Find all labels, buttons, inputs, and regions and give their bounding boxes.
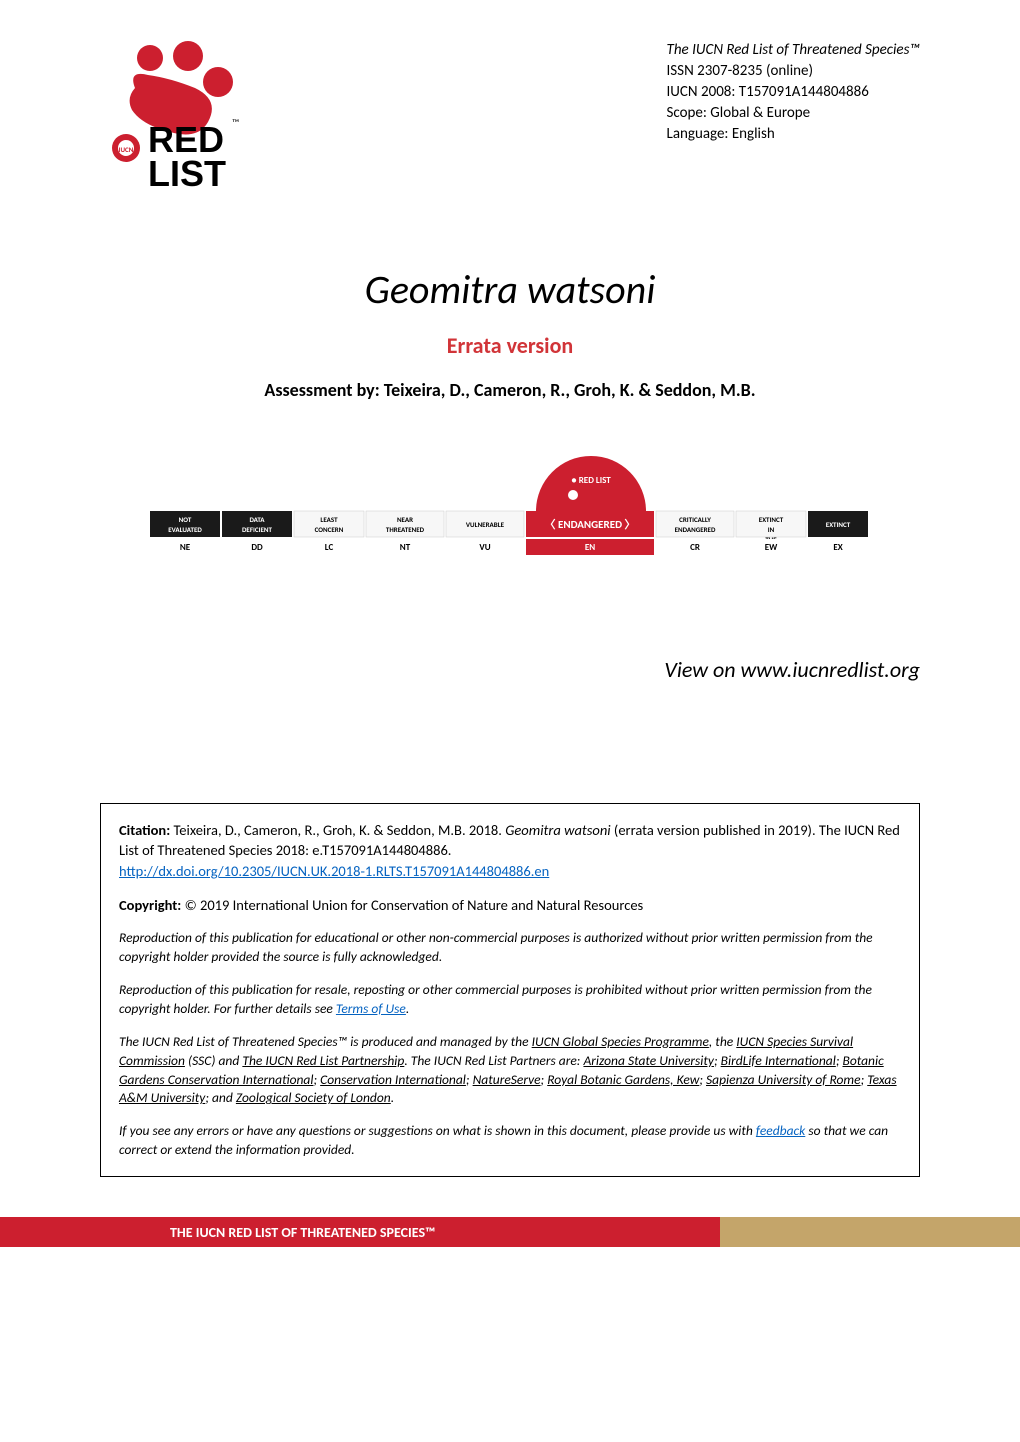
copyright-paragraph: Copyright: © 2019 International Union fo… (119, 895, 901, 915)
svg-text:LEAST: LEAST (320, 515, 338, 524)
svg-text:EN: EN (585, 542, 595, 553)
title-block: Geomitra watsoni Errata version Assessme… (100, 265, 920, 401)
svg-text:EXTINCT: EXTINCT (826, 520, 851, 529)
header: IUCN RED LIST ™ The IUCN Red List of Thr… (100, 40, 920, 195)
header-scope: Scope: Global & Europe (667, 103, 920, 124)
errata-label: Errata version (100, 332, 920, 359)
svg-text:ENDANGERED: ENDANGERED (675, 525, 716, 534)
svg-text:NEAR: NEAR (397, 515, 413, 524)
svg-text:DD: DD (251, 542, 263, 553)
svg-text:EW: EW (765, 542, 778, 553)
link-ci[interactable]: Conservation International (320, 1071, 466, 1088)
svg-text:LC: LC (325, 542, 334, 553)
link-partnership[interactable]: The IUCN Red List Partnership (242, 1052, 404, 1069)
view-on-site-link[interactable]: View on www.iucnredlist.org (100, 656, 920, 683)
svg-text:VU: VU (479, 542, 490, 553)
header-metadata: The IUCN Red List of Threatened Species™… (667, 40, 920, 145)
footer-bar: THE IUCN RED LIST OF THREATENED SPECIES™ (0, 1217, 1020, 1247)
citation-box: Citation: Teixeira, D., Cameron, R., Gro… (100, 803, 920, 1177)
svg-text:NE: NE (180, 542, 191, 553)
p-c: (SSC) and (185, 1052, 242, 1069)
svg-text:NT: NT (400, 542, 411, 553)
svg-text:DEFICIENT: DEFICIENT (242, 525, 273, 534)
reproduction-noncommercial: Reproduction of this publication for edu… (119, 929, 901, 967)
assessment-authors: Assessment by: Teixeira, D., Cameron, R.… (100, 379, 920, 401)
p-e: ; and (205, 1089, 236, 1106)
citation-species: Geomitra watsoni (505, 821, 610, 839)
link-kew[interactable]: Royal Botanic Gardens, Kew (547, 1071, 699, 1088)
link-asu[interactable]: Arizona State University (583, 1052, 714, 1069)
svg-text:● RED LIST: ● RED LIST (571, 475, 611, 486)
terms-of-use-link[interactable]: Terms of Use (336, 1000, 406, 1017)
repro2-b: . (406, 1000, 409, 1017)
svg-text:CR: CR (690, 542, 700, 553)
header-language: Language: English (667, 124, 920, 145)
iucn-red-list-logo: IUCN RED LIST ™ (100, 40, 260, 195)
svg-text:〈 ENDANGERED 〉: 〈 ENDANGERED 〉 (544, 518, 635, 531)
link-sapienza[interactable]: Sapienza University of Rome (706, 1071, 861, 1088)
svg-text:THREATENED: THREATENED (386, 525, 425, 534)
svg-text:EVALUATED: EVALUATED (168, 525, 202, 534)
header-title: The IUCN Red List of Threatened Species™ (667, 40, 920, 61)
link-birdlife[interactable]: BirdLife International (721, 1052, 836, 1069)
svg-text:LIST: LIST (148, 153, 226, 194)
citation-label: Citation: (119, 821, 174, 839)
repro2-a: Reproduction of this publication for res… (119, 981, 872, 1017)
p-a: The IUCN Red List of Threatened Species™… (119, 1033, 532, 1050)
p-d: . The IUCN Red List Partners are: (404, 1052, 583, 1069)
link-zsl[interactable]: Zoological Society of London (236, 1089, 391, 1106)
sep1: ; (714, 1052, 721, 1069)
footer-title: THE IUCN RED LIST OF THREATENED SPECIES™ (0, 1217, 720, 1247)
svg-text:CRITICALLY: CRITICALLY (679, 515, 711, 524)
header-iucn-id: IUCN 2008: T157091A144804886 (667, 82, 920, 103)
fb-a: If you see any errors or have any questi… (119, 1122, 756, 1139)
link-global-species-programme[interactable]: IUCN Global Species Programme (532, 1033, 709, 1050)
partners-paragraph: The IUCN Red List of Threatened Species™… (119, 1033, 901, 1109)
link-natureserve[interactable]: NatureServe (473, 1071, 541, 1088)
copyright-label: Copyright: (119, 896, 185, 914)
svg-text:NOT: NOT (179, 515, 192, 524)
doi-link[interactable]: http://dx.doi.org/10.2305/IUCN.UK.2018-1… (119, 862, 549, 880)
svg-text:CONCERN: CONCERN (315, 525, 344, 534)
header-issn: ISSN 2307-8235 (online) (667, 61, 920, 82)
feedback-link[interactable]: feedback (756, 1122, 805, 1139)
reproduction-commercial: Reproduction of this publication for res… (119, 981, 901, 1019)
citation-authors: Teixeira, D., Cameron, R., Groh, K. & Se… (174, 821, 506, 839)
citation-paragraph: Citation: Teixeira, D., Cameron, R., Gro… (119, 820, 901, 881)
svg-text:IN: IN (768, 525, 775, 534)
copyright-text: © 2019 International Union for Conservat… (185, 896, 644, 914)
p-f: . (391, 1089, 394, 1106)
svg-text:™: ™ (232, 116, 239, 129)
svg-text:IUCN: IUCN (119, 145, 134, 154)
species-name: Geomitra watsoni (100, 265, 920, 314)
conservation-status-bar: ● RED LIST NOTEVALUATED NE DATADEFICIENT DD L… (100, 451, 920, 606)
svg-text:EXTINCT: EXTINCT (759, 515, 784, 524)
footer-accent (720, 1217, 1020, 1247)
sep4: ; (466, 1071, 473, 1088)
svg-text:EX: EX (833, 542, 842, 553)
svg-text:DATA: DATA (249, 515, 265, 524)
svg-text:VULNERABLE: VULNERABLE (466, 520, 505, 529)
p-b: , the (709, 1033, 736, 1050)
feedback-paragraph: If you see any errors or have any questi… (119, 1122, 901, 1160)
